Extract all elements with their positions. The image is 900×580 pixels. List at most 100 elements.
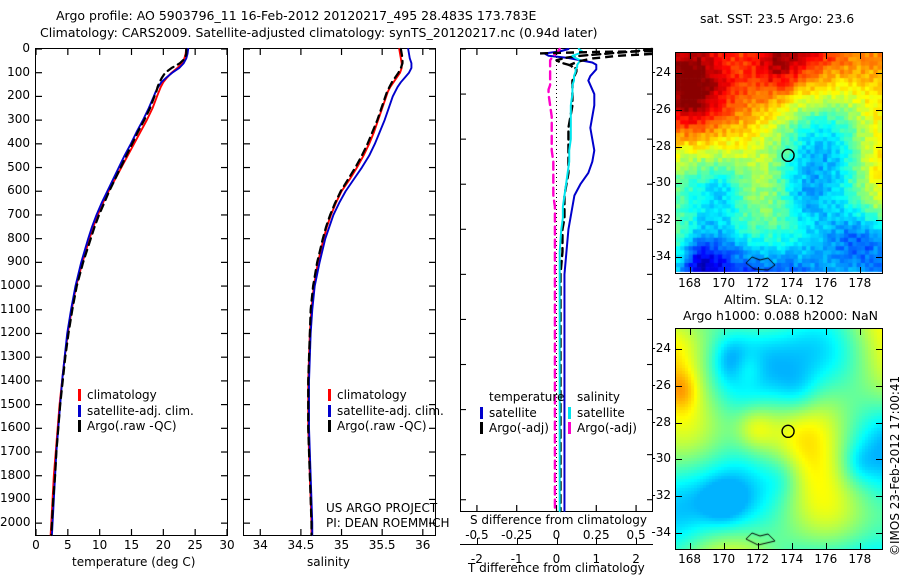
latitude-tick-label: -26 <box>651 101 671 116</box>
axis-tick-mark <box>556 538 558 545</box>
legend-label: Argo(-adj) <box>489 421 549 435</box>
axis-tick-mark <box>757 329 759 335</box>
depth-tick-label: 1900 <box>0 491 31 506</box>
axis-tick-mark <box>636 538 638 545</box>
axis-tick-mark <box>876 109 882 112</box>
legend-item-salinity-satellite: satellite <box>568 406 637 422</box>
legend-heading-temperature: temperature <box>489 390 565 404</box>
s-difference-tick-label: 0.25 <box>582 528 610 542</box>
legend-label: satellite <box>489 405 537 420</box>
axis-tick-mark <box>876 349 882 351</box>
temperature-tick-label: 0 <box>32 538 40 552</box>
axis-tick-mark <box>723 267 725 273</box>
legend-swatch-icon <box>78 389 81 401</box>
legend-label: Argo(.raw -QC) <box>87 419 177 433</box>
temperature-tick-label: 20 <box>155 538 171 552</box>
latitude-tick-label: -28 <box>651 414 671 429</box>
axis-tick-mark <box>676 422 682 424</box>
longitude-tick-label: 176 <box>814 552 838 566</box>
latitude-tick-label: -24 <box>651 65 671 80</box>
depth-tick-label: 1800 <box>0 467 31 482</box>
depth-tick-label: 200 <box>7 88 30 103</box>
sst-map-title: sat. SST: 23.5 Argo: 23.6 <box>700 11 855 26</box>
salinity-plot-panel <box>243 47 436 537</box>
legend-item: climatology <box>78 388 194 404</box>
legend-heading-salinity: salinity <box>577 390 621 404</box>
project-credit: US ARGO PROJECT <box>326 501 438 515</box>
s-difference-tick-label: 0 <box>552 528 561 542</box>
legend-item-temperature-satellite: satellite <box>480 406 564 422</box>
legend-label: climatology <box>87 388 157 402</box>
longitude-tick-label: 170 <box>712 276 736 290</box>
legend-item: climatology <box>328 388 444 404</box>
difference-temperature-legend: temperature satellite Argo(-adj) <box>480 390 564 437</box>
latitude-tick-label: -30 <box>651 175 671 190</box>
axis-tick-mark <box>876 495 882 498</box>
legend-label: climatology <box>337 388 407 402</box>
axis-tick-mark <box>723 543 725 549</box>
sla-map-title-line2: Argo h1000: 0.088 h2000: NaN <box>683 308 878 323</box>
legend-swatch-icon <box>328 404 331 417</box>
axis-tick-mark <box>676 495 682 498</box>
axis-tick-mark <box>859 329 862 335</box>
axis-tick-mark <box>791 329 793 335</box>
difference-salinity-legend: salinity satellite Argo(-adj) <box>568 390 637 437</box>
legend-item: satellite-adj. clim. <box>78 404 194 420</box>
salinity-tick-label: 35.5 <box>368 538 396 552</box>
legend-label: satellite <box>577 405 625 420</box>
s-difference-tick-label: -0.5 <box>465 528 489 542</box>
axis-tick-mark <box>876 146 882 148</box>
axis-tick-mark <box>859 53 862 59</box>
axis-tick-mark <box>791 543 793 549</box>
salinity-tick-label: 35 <box>333 538 350 552</box>
axis-tick-mark <box>876 422 882 424</box>
legend-swatch-icon <box>480 422 483 434</box>
legend-item: Argo(.raw -QC) <box>328 419 444 435</box>
temperature-tick-label: 30 <box>219 538 235 552</box>
t-difference-tick-label: 1 <box>592 552 601 566</box>
axis-tick-mark <box>676 146 682 148</box>
axis-tick-mark <box>723 53 725 59</box>
axis-tick-mark <box>676 349 682 351</box>
salinity-legend: climatology satellite-adj. clim. Argo(.raw… <box>328 388 444 435</box>
axis-tick-mark <box>757 53 759 59</box>
axis-tick-mark <box>476 538 479 545</box>
axis-tick-mark <box>876 183 882 185</box>
depth-tick-label: 0 <box>22 41 30 55</box>
latitude-tick-label: -34 <box>651 248 671 263</box>
page-title-line1: Argo profile: AO 5903796_11 16-Feb-2012 … <box>56 8 537 23</box>
axis-tick-mark <box>676 532 682 534</box>
axis-tick-mark <box>689 543 691 549</box>
legend-swatch-icon <box>328 389 331 401</box>
axis-tick-mark <box>876 385 882 388</box>
depth-tick-label: 1000 <box>0 278 31 293</box>
longitude-tick-label: 178 <box>848 276 872 290</box>
pi-credit: PI: DEAN ROEMMICH <box>326 516 450 530</box>
temperature-x-axis-label: temperature (deg C) <box>72 555 196 569</box>
latitude-tick-label: -24 <box>651 341 671 356</box>
salinity-tick-label: 36 <box>415 538 431 552</box>
axis-tick-mark <box>676 219 682 222</box>
longitude-tick-label: 178 <box>848 552 872 566</box>
sla-map-title-line1: Altim. SLA: 0.12 <box>724 292 825 307</box>
legend-label: Argo(.raw -QC) <box>337 419 427 433</box>
legend-swatch-icon <box>568 406 571 419</box>
depth-tick-label: 600 <box>7 183 30 198</box>
latitude-tick-label: -32 <box>651 487 671 502</box>
longitude-tick-label: 168 <box>678 276 702 290</box>
legend-item-salinity-argo: Argo(-adj) <box>568 421 637 437</box>
salinity-tick-label: 34.5 <box>287 538 315 552</box>
axis-tick-mark <box>876 256 882 258</box>
depth-tick-label: 300 <box>7 112 30 127</box>
axis-tick-mark <box>676 256 682 258</box>
depth-tick-label: 100 <box>7 64 30 79</box>
axis-tick-mark <box>689 267 691 273</box>
axis-tick-mark <box>825 267 827 273</box>
copyright-text: ©IMOS 23-Feb-2012 17:00:41 <box>888 375 900 556</box>
t-difference-tick-label: -2 <box>470 552 483 566</box>
sst-map-marker-layer <box>781 148 795 163</box>
legend-swatch-icon <box>328 420 331 432</box>
s-difference-tick-label: 0.5 <box>626 528 646 542</box>
axis-tick-mark <box>596 538 598 545</box>
axis-tick-mark <box>516 538 518 545</box>
